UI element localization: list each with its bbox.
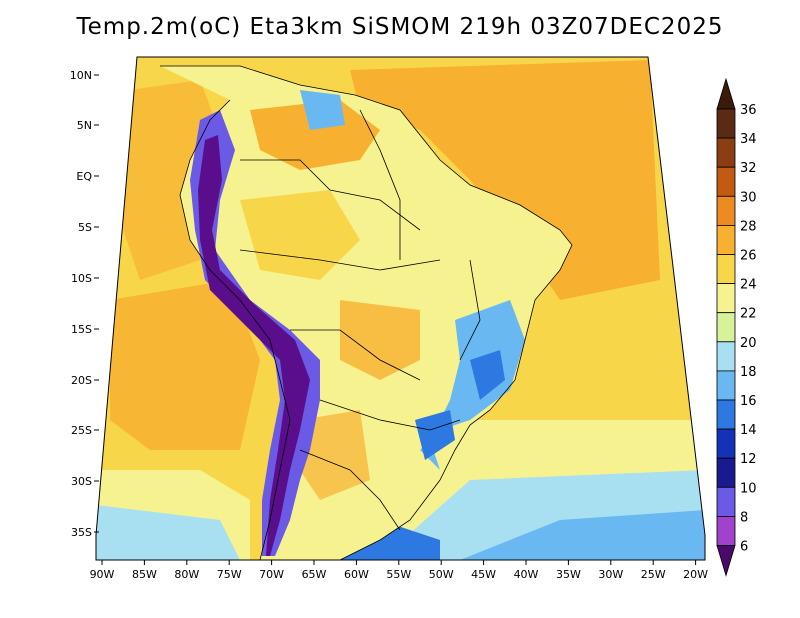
lat-label: 30S <box>71 475 92 488</box>
andes-cold-core <box>198 135 310 556</box>
colorbar-swatch <box>716 108 736 139</box>
colorbar-swatch <box>716 428 736 459</box>
colorbar-swatch <box>716 399 736 430</box>
lon-label: 70W <box>259 568 284 581</box>
colorbar-label: 10 <box>740 481 757 496</box>
land-amazon <box>240 190 360 280</box>
lon-label: 80W <box>174 568 199 581</box>
lon-label: 40W <box>514 568 539 581</box>
land-warm-chaco <box>300 410 370 500</box>
colorbar-swatch <box>716 457 736 488</box>
colorbar-label: 6 <box>740 540 748 555</box>
lat-label: 10S <box>71 272 92 285</box>
longitude-axis: 90W 85W 80W 75W 70W 65W 60W 55W 50W 45W 40W 35W 30W 2… <box>90 560 708 581</box>
atlantic-warm-region <box>350 60 660 300</box>
colorbar-label: 14 <box>740 423 757 438</box>
colorbar-label: 22 <box>740 307 757 322</box>
colorbar-swatch <box>716 137 736 168</box>
colorbar-label: 24 <box>740 278 757 293</box>
colorbar-label: 18 <box>740 365 757 380</box>
highland-south-brazil <box>415 410 455 460</box>
lon-label: 55W <box>386 568 411 581</box>
colorbar-label: 34 <box>740 132 757 147</box>
lon-label: 50W <box>429 568 454 581</box>
colorbar-bottom-cap <box>716 545 736 577</box>
colorbar-swatch <box>716 195 736 226</box>
lon-label: 35W <box>556 568 581 581</box>
lon-label: 85W <box>132 568 157 581</box>
colorbar-label: 28 <box>740 219 757 234</box>
lat-label: 20S <box>71 374 92 387</box>
colorbar-swatch <box>716 370 736 401</box>
colorbar: 36 34 32 30 28 26 24 22 20 18 16 14 12 10 8 6 <box>716 77 757 577</box>
colorbar-label: 12 <box>740 452 757 467</box>
latitude-axis: 10N 5N EQ 5S 10S 15S 20S 25S 30S 35S <box>70 69 99 539</box>
south-atlantic-colder <box>460 510 705 560</box>
highland-cold-spot <box>470 350 505 400</box>
lat-label: 5S <box>78 221 92 234</box>
map-frame <box>95 56 706 561</box>
lon-label: 45W <box>471 568 496 581</box>
lat-label: 5N <box>77 119 92 132</box>
colorbar-swatch <box>716 341 736 372</box>
lat-label: 10N <box>70 69 92 82</box>
lon-label: 20W <box>683 568 708 581</box>
colorbar-swatch <box>716 254 736 285</box>
lat-label: EQ <box>76 170 92 183</box>
map-title: Temp.2m(oC) Eta3km SiSMOM 219h 03Z07DEC2… <box>76 14 724 40</box>
colorbar-label: 8 <box>740 510 748 525</box>
southern-pacific-cool <box>96 505 240 560</box>
colorbar-swatch <box>716 312 736 343</box>
lon-label: 75W <box>217 568 242 581</box>
colorbar-label: 36 <box>740 103 757 118</box>
lon-label: 25W <box>641 568 666 581</box>
colorbar-label: 26 <box>740 249 757 264</box>
colorbar-swatch <box>716 166 736 197</box>
pacific-warm-region <box>110 280 260 450</box>
colorbar-top-cap <box>716 77 736 110</box>
colorbar-label: 16 <box>740 394 757 409</box>
lon-label: 65W <box>302 568 327 581</box>
colorbar-swatch <box>716 486 736 517</box>
lon-label: 90W <box>90 568 115 581</box>
country-borders <box>160 65 573 560</box>
colorbar-label: 20 <box>740 336 757 351</box>
lon-label: 30W <box>598 568 623 581</box>
temperature-field <box>96 57 705 560</box>
lon-label: 60W <box>344 568 369 581</box>
lat-label: 35S <box>71 526 92 539</box>
lat-label: 25S <box>71 424 92 437</box>
land-warm-central <box>340 300 420 380</box>
lat-label: 15S <box>71 323 92 336</box>
colorbar-swatch <box>716 224 736 255</box>
colorbar-swatch <box>716 283 736 314</box>
colorbar-label: 32 <box>740 161 757 176</box>
highland-guiana <box>300 90 345 130</box>
colorbar-label: 30 <box>740 190 757 205</box>
land-warm-north <box>250 100 380 170</box>
colorbar-swatch <box>716 516 736 546</box>
